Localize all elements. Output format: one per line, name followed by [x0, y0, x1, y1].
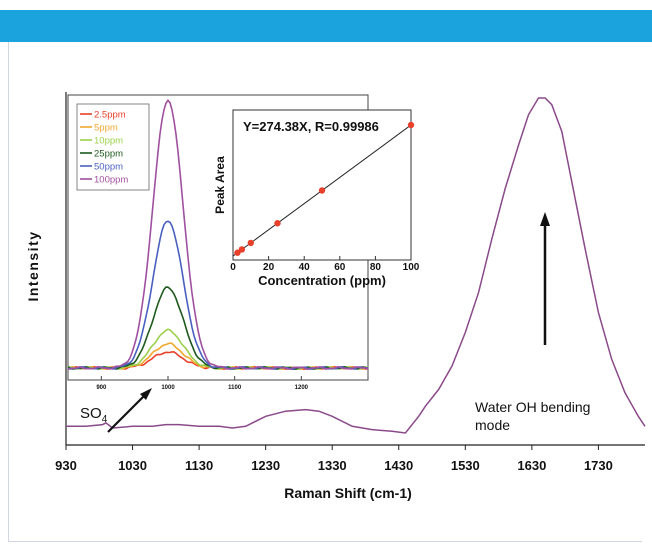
calibration-point-0 — [234, 249, 241, 256]
main-series — [66, 97, 646, 434]
calibration-x-tick-label-5: 100 — [403, 262, 420, 273]
main-y-axis-label: Intensity — [25, 230, 41, 301]
calibration-plot — [232, 121, 415, 257]
main-x-tick-label-0: 930 — [55, 458, 77, 473]
calibration-point-4 — [318, 187, 326, 194]
main-x-ticks: 930 1030 1130 1230 1330 1430 1530 1630 1730 — [55, 445, 613, 473]
inset-spectra: 900 1000 1100 1200 2.5ppm 5ppm 10ppm 25ppm 50pp… — [67, 94, 369, 391]
main-x-tick-label-4: 1330 — [318, 458, 347, 473]
main-x-tick-label-1: 1030 — [118, 458, 147, 473]
main-x-tick-label-8: 1730 — [584, 458, 613, 473]
main-series-line-0 — [66, 97, 646, 434]
inset-series-line-1 — [67, 342, 369, 371]
inset-calibration-frame — [232, 109, 412, 261]
inset-x-tick-label-0: 900 — [96, 385, 107, 391]
calibration-point-1 — [238, 246, 246, 253]
so4-arrow — [107, 391, 149, 433]
inset-calibration: Y=274.38X, R=0.99986 0 20 40 60 80 100 Concen… — [213, 109, 420, 288]
legend-label-1: 5ppm — [94, 123, 118, 134]
calibration-x-tick-label-2: 40 — [299, 262, 311, 273]
calibration-ticks: 0 20 40 60 80 100 — [230, 256, 420, 273]
calibration-equation: Y=274.38X, R=0.99986 — [243, 119, 379, 134]
main-x-axis-label: Raman Shift (cm-1) — [284, 485, 412, 501]
water-arrow-head — [540, 212, 550, 226]
calibration-x-tick-label-4: 80 — [370, 262, 382, 273]
calibration-point-2 — [247, 239, 254, 247]
main-x-tick-label-2: 1130 — [185, 458, 213, 473]
calibration-y-label: Peak Area — [213, 156, 227, 214]
content-frame — [8, 42, 642, 542]
legend-label-2: 10ppm — [94, 136, 123, 147]
header-bar — [0, 10, 652, 42]
main-axes — [65, 92, 645, 446]
main-x-tick-label-5: 1430 — [384, 458, 413, 473]
inset-series-line-5 — [67, 99, 369, 371]
inset-legend-items: 2.5ppm 5ppm 10ppm 25ppm 50ppm 100ppm — [80, 110, 128, 186]
calibration-point-5 — [407, 121, 415, 129]
calibration-x-tick-label-1: 20 — [263, 262, 275, 273]
inset-spectra-series — [67, 99, 369, 371]
inset-spectra-ticks: 900 1000 1100 1200 — [96, 376, 309, 391]
so4-annotation: SO4 — [80, 405, 108, 425]
main-x-tick-label-7: 1630 — [517, 458, 546, 473]
calibration-point-3 — [274, 220, 281, 227]
water-annotation-line1: Water OH bending — [475, 399, 590, 415]
calibration-x-tick-label-3: 60 — [334, 262, 346, 273]
legend-label-3: 25ppm — [94, 149, 123, 160]
inset-series-line-3 — [67, 286, 368, 371]
inset-legend — [76, 103, 150, 191]
calibration-x-label: Concentration (ppm) — [258, 273, 386, 288]
inset-series-line-2 — [67, 328, 369, 371]
water-annotation-line2: mode — [475, 417, 510, 433]
legend-label-0: 2.5ppm — [94, 110, 126, 121]
main-x-tick-label-3: 1230 — [251, 458, 280, 473]
legend-label-4: 50ppm — [94, 162, 123, 173]
calibration-x-tick-label-0: 0 — [230, 262, 236, 273]
inset-x-tick-label-2: 1100 — [228, 385, 242, 391]
main-x-tick-label-6: 1530 — [451, 458, 480, 473]
so4-arrow-head — [140, 388, 152, 400]
inset-x-tick-label-3: 1200 — [295, 385, 309, 391]
legend-label-5: 100ppm — [94, 175, 128, 186]
inset-x-tick-label-1: 1000 — [161, 385, 175, 391]
